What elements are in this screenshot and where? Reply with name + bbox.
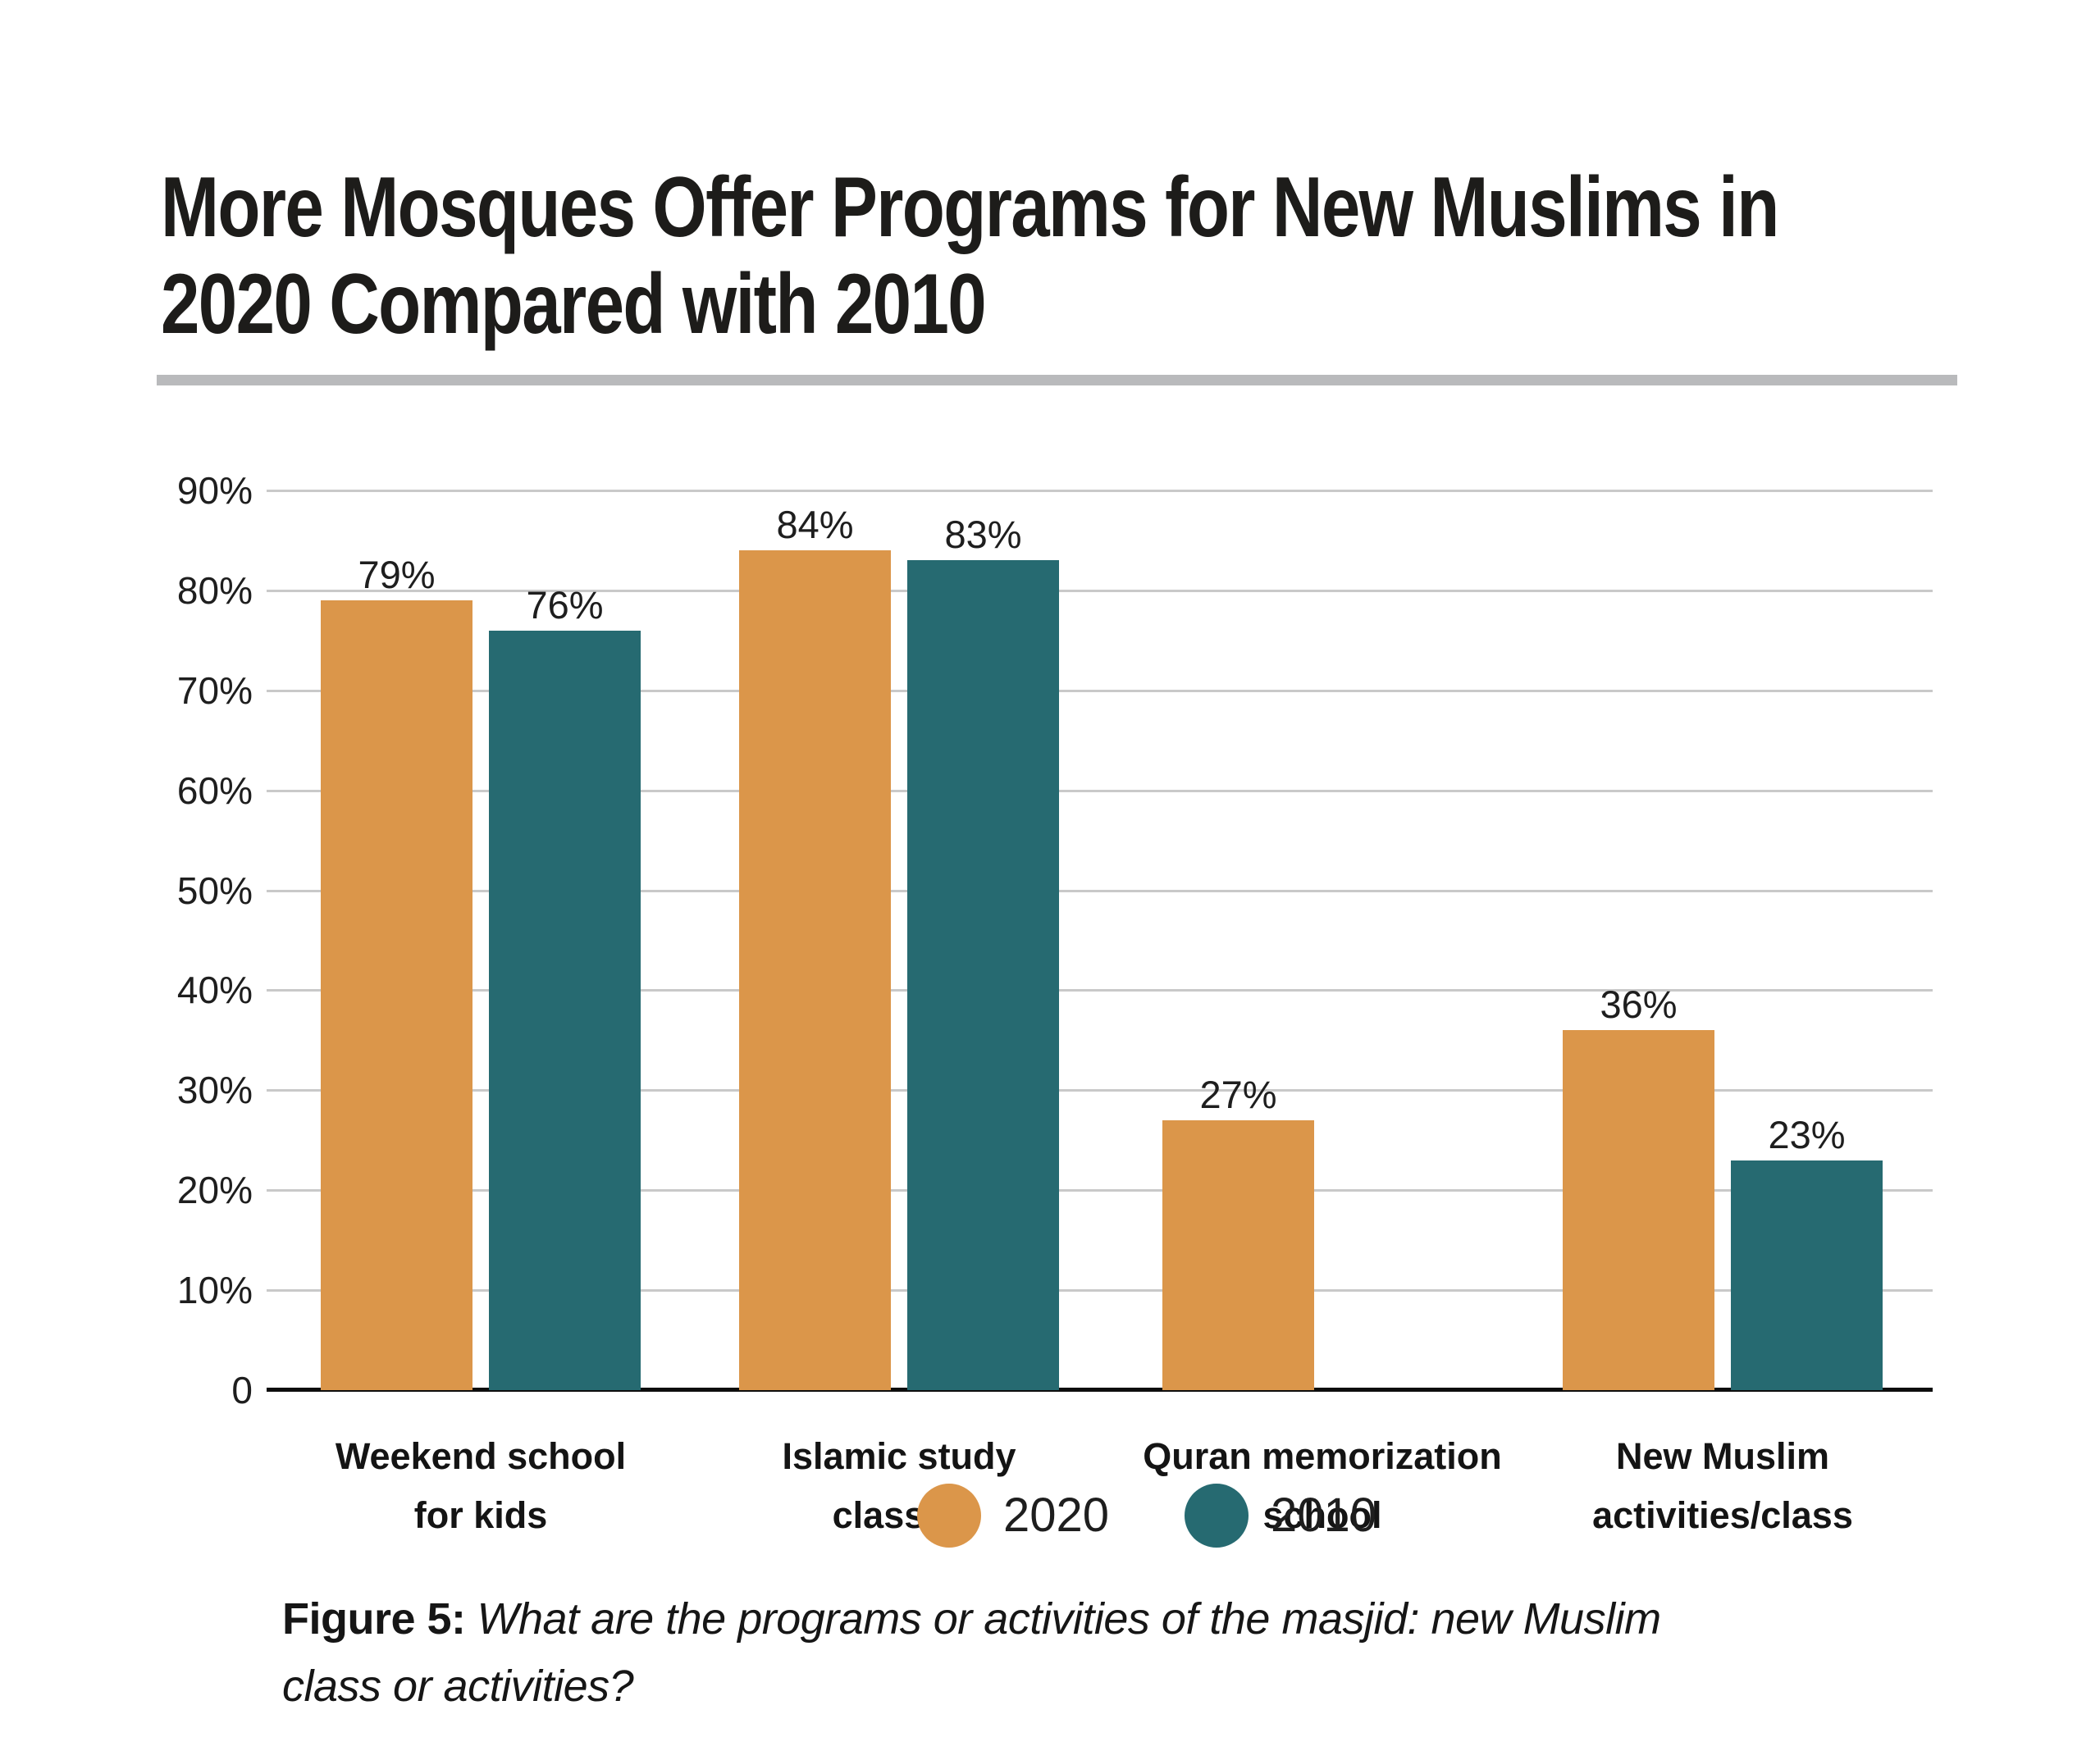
bar-value-label: 79%: [358, 553, 436, 596]
x-axis-line: [267, 1388, 1933, 1392]
bar-value-label: 76%: [526, 583, 604, 627]
y-axis-tick-label: 50%: [176, 869, 253, 912]
legend-item-2020: 2020: [917, 1484, 1109, 1548]
legend-swatch-2010-icon: [1185, 1484, 1249, 1548]
figure-caption-text-1: What are the programs or activities of t…: [477, 1594, 1662, 1644]
bar-2020: [739, 550, 891, 1390]
figure-number-label: Figure 5:: [282, 1594, 466, 1644]
bar-2020: [321, 600, 472, 1390]
x-axis-category-line: school: [1262, 1494, 1382, 1536]
figure-caption-text-2: class or activities?: [282, 1662, 634, 1711]
y-axis-tick-label: 30%: [176, 1069, 253, 1112]
y-axis-tick-label: 20%: [176, 1169, 253, 1212]
x-axis-category-label: New Muslim activities/class: [1501, 1427, 1944, 1545]
y-axis-tick-label: 40%: [176, 969, 253, 1012]
bar-2020: [1563, 1030, 1714, 1390]
bar-2010: [489, 631, 641, 1390]
y-axis-tick-label: 90%: [176, 468, 253, 512]
x-axis-category-line: Quran memorization: [1143, 1435, 1502, 1477]
chart-title-line1: More Mosques Offer Programs for New Musl…: [161, 160, 1779, 255]
gridline: [267, 989, 1933, 992]
gridline: [267, 1089, 1933, 1092]
x-axis-category-line: Islamic study: [782, 1435, 1016, 1477]
chart-legend: 2020 2010: [917, 1484, 1376, 1548]
legend-label-2020: 2020: [1003, 1489, 1110, 1542]
gridline: [267, 1289, 1933, 1293]
chart-title-line2: 2020 Compared with 2010: [161, 257, 987, 352]
bar-value-label: 23%: [1768, 1113, 1846, 1156]
gridline: [267, 889, 1933, 892]
bar-value-label: 36%: [1600, 983, 1678, 1026]
bar-value-label: 27%: [1199, 1073, 1277, 1116]
title-divider-rule: [157, 375, 1957, 385]
gridline: [267, 489, 1933, 492]
chart-title: More Mosques Offer Programs for New Musl…: [161, 159, 1779, 353]
x-axis-category-label: Quran memorization school: [1101, 1427, 1544, 1545]
gridline: [267, 789, 1933, 792]
gridline: [267, 1189, 1933, 1192]
bar-2010: [1731, 1160, 1883, 1390]
y-axis-tick-label: 10%: [176, 1269, 253, 1312]
x-axis-category-label: Weekend school for kids: [259, 1427, 702, 1545]
gridline: [267, 689, 1933, 692]
y-axis-tick-label: 70%: [176, 668, 253, 712]
bar-2020: [1162, 1120, 1314, 1390]
legend-item-2010: 2010: [1185, 1484, 1376, 1548]
bar-value-label: 83%: [944, 513, 1022, 556]
x-axis-category-line: activities/class: [1592, 1494, 1853, 1536]
legend-label-2010: 2010: [1271, 1489, 1377, 1542]
y-axis-tick-label: 60%: [176, 768, 253, 812]
legend-swatch-2020-icon: [917, 1484, 981, 1548]
bar-2010: [907, 560, 1059, 1390]
bar-value-label: 84%: [776, 503, 854, 546]
figure-caption-line1: Figure 5: What are the programs or activi…: [282, 1585, 1661, 1653]
x-axis-category-line: for kids: [413, 1494, 548, 1536]
figure-caption: Figure 5: What are the programs or activi…: [282, 1585, 1661, 1720]
gridline: [267, 589, 1933, 592]
x-axis-category-line: New Muslim: [1615, 1435, 1830, 1477]
x-axis-category-line: Weekend school: [335, 1435, 627, 1477]
y-axis-tick-label: 0: [231, 1369, 253, 1411]
y-axis-tick-label: 80%: [176, 568, 253, 612]
